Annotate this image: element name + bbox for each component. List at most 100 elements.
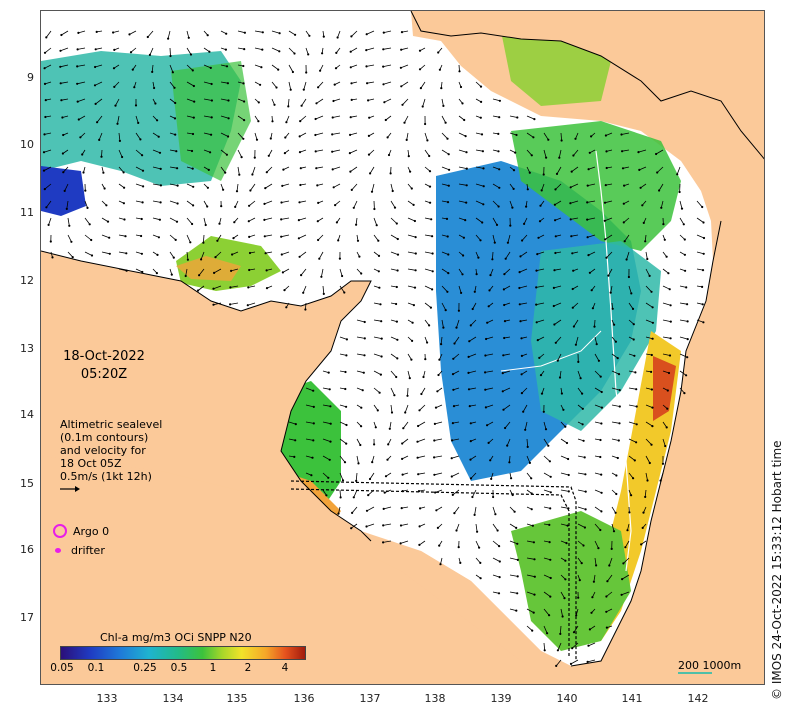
velocity-arrow-head [399, 66, 402, 69]
velocity-arrow-head [378, 286, 381, 289]
velocity-arrow-head [265, 171, 268, 174]
velocity-arrow [271, 30, 280, 34]
velocity-arrow [383, 47, 392, 50]
velocity-arrow [679, 200, 683, 209]
velocity-arrow-head [376, 409, 379, 412]
velocity-arrow-head [605, 150, 608, 153]
velocity-arrow-head [626, 529, 629, 532]
velocity-arrow [660, 472, 664, 481]
velocity-arrow [43, 166, 52, 171]
velocity-arrow-head [352, 496, 355, 499]
velocity-arrow-head [438, 544, 441, 547]
velocity-arrow-head [112, 31, 115, 34]
legend-drifter: drifter [53, 544, 105, 557]
velocity-arrow [519, 285, 528, 289]
velocity-arrow-head [630, 292, 633, 295]
velocity-arrow-head [572, 325, 576, 328]
velocity-arrow [492, 540, 500, 547]
velocity-arrow-head [44, 99, 47, 102]
velocity-arrow-head [563, 597, 566, 600]
velocity-arrow [135, 268, 143, 273]
velocity-arrow-head [604, 184, 607, 187]
velocity-arrow-head [382, 541, 385, 544]
velocity-arrow-head [516, 542, 519, 545]
velocity-arrow-head [267, 154, 270, 157]
velocity-arrow-head [157, 236, 160, 239]
velocity-arrow-head [265, 269, 268, 272]
velocity-arrow-head [426, 341, 429, 344]
velocity-arrow-head [122, 171, 125, 174]
velocity-arrow-head [539, 374, 543, 377]
velocity-arrow-head [283, 289, 286, 292]
velocity-arrow-head [156, 253, 159, 256]
velocity-arrow [356, 370, 364, 374]
velocity-arrow-head [511, 206, 514, 209]
velocity-arrow [475, 217, 483, 223]
velocity-arrow [570, 659, 579, 665]
velocity-arrow [577, 523, 586, 528]
velocity-arrow [149, 47, 154, 56]
velocity-arrow [318, 251, 324, 259]
velocity-arrow-head [561, 615, 564, 618]
velocity-arrow-head [530, 508, 533, 511]
velocity-arrow [400, 523, 409, 526]
velocity-arrow [366, 523, 375, 527]
velocity-arrow [526, 132, 534, 138]
velocity-arrow [305, 455, 313, 459]
velocity-arrow [608, 268, 613, 276]
velocity-arrow-head [158, 151, 162, 154]
velocity-arrow [384, 98, 392, 103]
velocity-arrow-head [579, 377, 582, 380]
velocity-arrow-head [157, 135, 160, 138]
velocity-arrow-head [367, 153, 371, 156]
velocity-arrow-head [473, 290, 476, 293]
velocity-arrow-head [229, 286, 232, 289]
land-west [41, 251, 371, 551]
velocity-arrow [638, 149, 647, 153]
velocity-arrow [407, 217, 416, 222]
velocity-arrow [390, 387, 395, 396]
velocity-arrow-head [484, 371, 487, 374]
velocity-arrow [458, 132, 466, 137]
velocity-arrow [441, 319, 444, 328]
velocity-arrow-head [646, 479, 649, 482]
velocity-arrow [679, 302, 688, 305]
colorbar-tick: 0.1 [87, 662, 105, 674]
velocity-arrow [101, 251, 110, 255]
velocity-arrow-head [632, 477, 635, 480]
velocity-arrow-head [339, 496, 342, 499]
velocity-arrow-head [515, 133, 518, 137]
velocity-arrow-head [206, 186, 209, 189]
velocity-arrow [316, 166, 324, 169]
velocity-arrow [536, 268, 545, 271]
velocity-arrow [203, 98, 212, 101]
velocity-arrow-head [498, 168, 501, 171]
velocity-arrow [390, 183, 394, 192]
velocity-arrow [305, 387, 314, 392]
velocity-arrow [186, 81, 195, 87]
velocity-arrow [373, 234, 379, 241]
velocity-arrow [543, 438, 549, 446]
map-time: 05:20Z [80, 367, 128, 382]
velocity-arrow-head [637, 151, 640, 154]
velocity-arrow [519, 302, 528, 305]
velocity-arrow-head [482, 203, 485, 206]
velocity-arrow-head [314, 117, 317, 121]
velocity-arrow-head [549, 475, 552, 478]
velocity-scale-arrow-icon [60, 486, 80, 492]
velocity-arrow [169, 166, 178, 169]
velocity-arrow-head [84, 189, 87, 192]
velocity-arrow [458, 285, 462, 294]
velocity-arrow-head [396, 269, 399, 272]
velocity-arrow-head [433, 456, 436, 459]
velocity-arrow-head [627, 275, 631, 279]
velocity-arrow-head [298, 135, 301, 138]
velocity-arrow-head [418, 409, 421, 412]
velocity-arrow-head [123, 186, 126, 189]
velocity-arrow-head [451, 493, 454, 496]
velocity-arrow [337, 30, 341, 38]
velocity-arrow-head [192, 84, 195, 88]
velocity-arrow-head [419, 87, 422, 90]
velocity-arrow [509, 591, 518, 594]
velocity-arrow [383, 506, 392, 510]
